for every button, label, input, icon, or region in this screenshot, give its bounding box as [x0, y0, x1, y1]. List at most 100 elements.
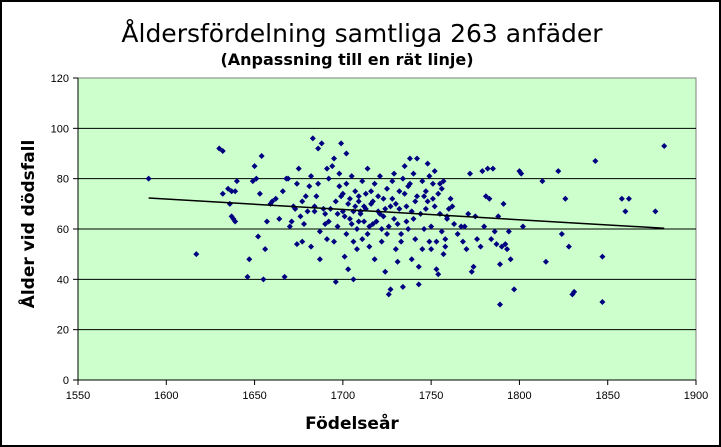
data-point [396, 188, 403, 195]
data-point [392, 246, 399, 253]
data-point [405, 226, 412, 232]
data-point [389, 178, 396, 185]
y-tick-label: 60 [57, 224, 69, 236]
data-point [368, 188, 375, 195]
data-point [394, 258, 401, 265]
x-tick-label: 1600 [154, 390, 178, 402]
data-point [421, 193, 428, 200]
data-point [279, 188, 286, 195]
data-point [359, 178, 366, 185]
data-point [592, 158, 599, 165]
data-point [482, 193, 489, 200]
data-point [299, 198, 306, 205]
data-point [507, 256, 514, 263]
data-point [505, 228, 512, 235]
data-point [256, 190, 263, 197]
data-point [373, 218, 380, 225]
data-point [308, 173, 315, 180]
data-point [445, 205, 452, 212]
data-point [414, 155, 421, 162]
data-point [361, 218, 368, 225]
data-point [322, 220, 329, 227]
data-point [466, 170, 473, 177]
data-point [369, 198, 376, 205]
data-point [216, 145, 223, 152]
data-point [315, 180, 322, 187]
data-point [625, 195, 632, 202]
data-point [562, 195, 569, 202]
data-point [426, 173, 433, 180]
data-point [362, 190, 369, 197]
data-point [618, 195, 625, 202]
data-point [338, 140, 345, 147]
data-point [353, 226, 360, 232]
data-point [491, 228, 498, 235]
data-point [399, 283, 406, 290]
data-point [498, 243, 505, 250]
data-point [542, 258, 549, 265]
data-point [438, 185, 445, 192]
data-point [433, 266, 440, 273]
data-point [378, 238, 385, 245]
trendline [148, 197, 665, 229]
data-point [555, 168, 562, 175]
x-tick-labels: 1550 1600 1650 1700 1750 1800 1850 1900 [66, 390, 708, 402]
data-point [325, 175, 332, 182]
data-point [431, 168, 438, 175]
data-point [435, 271, 442, 278]
data-point [410, 215, 417, 222]
y-tick-label: 120 [51, 73, 69, 85]
data-point [401, 163, 408, 170]
data-point [468, 268, 475, 275]
data-point [323, 236, 330, 243]
data-point [398, 231, 405, 238]
data-point [322, 210, 329, 217]
data-point [316, 256, 323, 263]
data-point [293, 241, 300, 248]
data-point [481, 223, 488, 230]
data-point [263, 218, 270, 225]
data-point [346, 215, 353, 222]
data-point [380, 195, 387, 202]
data-point [419, 178, 426, 185]
data-point [304, 208, 311, 215]
data-point [502, 241, 509, 248]
data-point [518, 170, 525, 177]
data-point [428, 223, 435, 230]
data-point [253, 175, 260, 182]
data-point [488, 236, 495, 243]
data-point [376, 173, 383, 180]
data-point [414, 193, 421, 200]
data-point [519, 223, 526, 230]
data-point [262, 246, 269, 253]
x-tick-label: 1850 [595, 390, 619, 402]
data-point [477, 243, 484, 250]
data-point [309, 135, 316, 142]
x-tick-label: 1650 [242, 390, 266, 402]
data-point [419, 246, 426, 253]
data-point [288, 218, 295, 225]
data-point [652, 208, 659, 215]
data-point [353, 246, 360, 253]
data-point [219, 147, 226, 154]
data-point [428, 246, 435, 253]
data-point [440, 251, 447, 258]
data-point [323, 165, 330, 172]
data-point [429, 180, 436, 187]
y-tick-label: 20 [57, 325, 69, 337]
data-point [225, 185, 232, 192]
data-point [336, 170, 343, 177]
data-point [336, 183, 343, 190]
data-point [438, 228, 445, 235]
data-point [403, 203, 410, 210]
x-tick-label: 1550 [66, 390, 90, 402]
data-point [348, 173, 355, 180]
data-point [145, 175, 152, 182]
data-point [318, 140, 325, 147]
data-point [661, 142, 668, 149]
data-point [424, 198, 431, 205]
data-point [316, 228, 323, 235]
data-point [415, 263, 422, 270]
data-point [394, 220, 401, 227]
